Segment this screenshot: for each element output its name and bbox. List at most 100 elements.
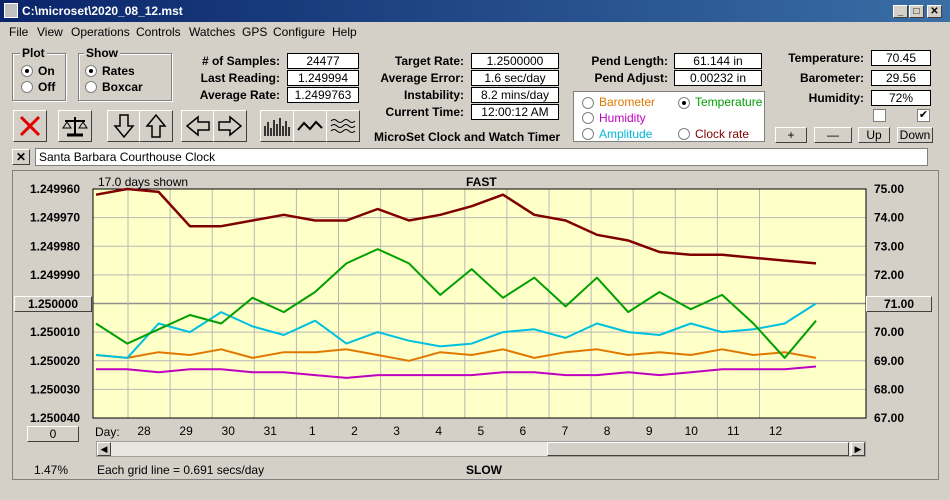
humidity-label: Humidity:	[808, 91, 864, 105]
up-button[interactable]: Up	[858, 127, 890, 143]
barometer-value: 29.56	[871, 70, 931, 86]
minus-button[interactable]: —	[814, 127, 852, 143]
y-right-tick-label: 75.00	[874, 182, 904, 196]
stop-button[interactable]	[13, 110, 47, 142]
x-tick-label: 28	[137, 424, 151, 438]
zero-button[interactable]: 0	[27, 426, 79, 442]
clock-name-field[interactable]: Santa Barbara Courthouse Clock	[35, 148, 928, 166]
scroll-right-arrow-icon[interactable]: ▶	[851, 442, 865, 456]
horizontal-scrollbar[interactable]: ◀ ▶	[96, 441, 866, 457]
balance-button[interactable]	[58, 110, 92, 142]
wave-lines-icon	[330, 119, 356, 133]
days-shown-label: 17.0 days shown	[98, 175, 189, 189]
x-tick-label: 11	[727, 424, 740, 438]
y-right-tick-label: 73.00	[874, 239, 904, 253]
humidity-value: 72%	[871, 90, 931, 106]
x-tick-label: 10	[685, 424, 699, 438]
menu-configure[interactable]: Configure	[273, 25, 326, 39]
y-left-tick-label: 1.249960	[30, 182, 80, 196]
target-rate-label: Target Rate:	[394, 54, 464, 68]
menu-bar: File View Operations Controls Watches GP…	[0, 22, 950, 42]
legend-temperature-label: Temperature	[695, 95, 763, 109]
right-checkbox[interactable]: ✔	[917, 109, 930, 122]
x-tick-label: 30	[222, 424, 236, 438]
plot-group-title: Plot	[20, 46, 47, 60]
x-tick-label: 4	[435, 424, 442, 438]
plus-button[interactable]: +	[775, 127, 807, 143]
average-error-value: 1.6 sec/day	[471, 70, 559, 86]
pend-adjust-label: Pend Adjust:	[594, 71, 668, 85]
y-right-tick-label: 67.00	[874, 411, 904, 425]
samples-value: 24477	[287, 53, 359, 69]
x-tick-label: 29	[179, 424, 193, 438]
right-arrow-icon	[218, 115, 243, 137]
legend-clock-rate-radio[interactable]	[678, 128, 690, 140]
legend-barometer-radio[interactable]	[582, 97, 594, 109]
line-graph-icon	[297, 120, 323, 131]
legend-amplitude-radio[interactable]	[582, 128, 594, 140]
target-rate-value: 1.2500000	[471, 53, 559, 69]
day-label: Day:	[95, 425, 120, 439]
x-tick-label: 7	[562, 424, 569, 438]
left-arrow-button[interactable]	[181, 110, 215, 142]
left-checkbox[interactable]	[873, 109, 886, 122]
smooth-view-button[interactable]	[326, 110, 360, 142]
clear-clock-name-button[interactable]: ✕	[12, 149, 30, 165]
menu-operations[interactable]: Operations	[71, 25, 130, 39]
line-view-button[interactable]	[293, 110, 327, 142]
scroll-left-arrow-icon[interactable]: ◀	[97, 442, 111, 456]
up-arrow-icon	[145, 113, 167, 138]
menu-controls[interactable]: Controls	[136, 25, 181, 39]
series-line-barometer	[95, 348, 817, 362]
scroll-thumb[interactable]	[547, 442, 849, 456]
maximize-button[interactable]: □	[909, 5, 924, 18]
average-error-label: Average Error:	[380, 71, 464, 85]
down-arrow-icon	[113, 114, 135, 139]
left-arrow-icon	[185, 115, 210, 137]
legend-clock-rate-label: Clock rate	[695, 127, 750, 141]
down-button[interactable]: Down	[897, 127, 933, 143]
menu-view[interactable]: View	[37, 25, 63, 39]
legend-temperature-radio[interactable]	[678, 97, 690, 109]
bars-view-button[interactable]	[260, 110, 294, 142]
grid-note: Each grid line = 0.691 secs/day	[97, 463, 265, 477]
barometer-label: Barometer:	[799, 71, 864, 85]
menu-watches[interactable]: Watches	[189, 25, 236, 39]
show-boxcar-label: Boxcar	[102, 80, 143, 94]
up-arrow-button[interactable]	[139, 110, 173, 142]
right-arrow-button[interactable]	[213, 110, 247, 142]
menu-gps[interactable]: GPS	[242, 25, 268, 39]
plot-on-radio[interactable]	[21, 65, 33, 77]
plot-on-label: On	[38, 64, 55, 78]
window-title: C:\microset\2020_08_12.mst	[22, 4, 183, 18]
x-tick-label: 9	[646, 424, 653, 438]
current-time-value: 12:00:12 AM	[471, 104, 559, 120]
plot-off-radio[interactable]	[21, 81, 33, 93]
temperature-center-button[interactable]: 71.00	[866, 296, 932, 312]
y-left-tick-label: 1.250010	[30, 325, 80, 339]
y-right-tick-label: 74.00	[874, 211, 904, 225]
title-bar: C:\microset\2020_08_12.mst _ □ ✕	[0, 0, 950, 22]
temperature-label: Temperature:	[788, 51, 864, 65]
slow-label: SLOW	[466, 463, 502, 477]
close-window-button[interactable]: ✕	[927, 5, 942, 18]
show-group	[78, 53, 172, 101]
x-tick-label: 1	[309, 424, 316, 438]
pend-length-value: 61.144 in	[674, 53, 762, 69]
menu-help[interactable]: Help	[332, 25, 357, 39]
show-rates-radio[interactable]	[85, 65, 97, 77]
show-boxcar-radio[interactable]	[85, 81, 97, 93]
y-right-tick-label: 72.00	[874, 268, 904, 282]
last-reading-label: Last Reading:	[200, 71, 280, 85]
menu-file[interactable]: File	[9, 25, 29, 39]
series-legend: Barometer Temperature Humidity Amplitude…	[573, 91, 765, 142]
y-left-tick-label: 1.249980	[30, 239, 80, 253]
minimize-button[interactable]: _	[893, 5, 908, 18]
pend-adjust-value: 0.00232 in	[674, 70, 762, 86]
instability-label: Instability:	[403, 88, 464, 102]
rate-center-button[interactable]: 1.250000	[14, 296, 92, 312]
y-left-tick-label: 1.250030	[30, 382, 80, 396]
x-tick-label: 2	[351, 424, 358, 438]
legend-humidity-radio[interactable]	[582, 112, 594, 124]
x-tick-label: 6	[520, 424, 527, 438]
